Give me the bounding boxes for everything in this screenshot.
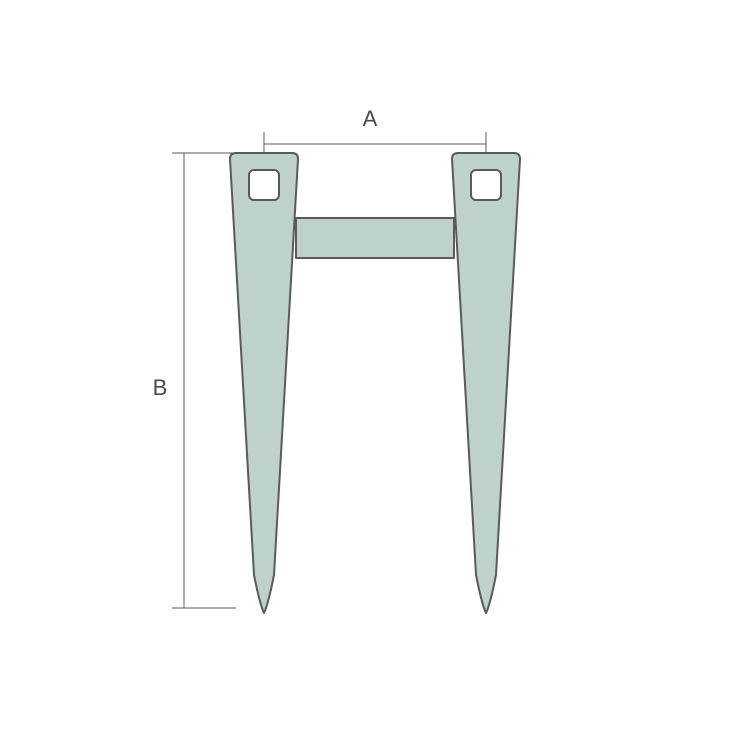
technical-diagram: A B (0, 0, 745, 745)
dimension-a-label: A (363, 106, 378, 131)
mounting-hole-right-icon (471, 170, 501, 200)
dimension-b-label: B (153, 375, 168, 400)
twin-prong-part (230, 153, 520, 613)
mounting-hole-left-icon (249, 170, 279, 200)
dimension-b: B (153, 153, 236, 608)
